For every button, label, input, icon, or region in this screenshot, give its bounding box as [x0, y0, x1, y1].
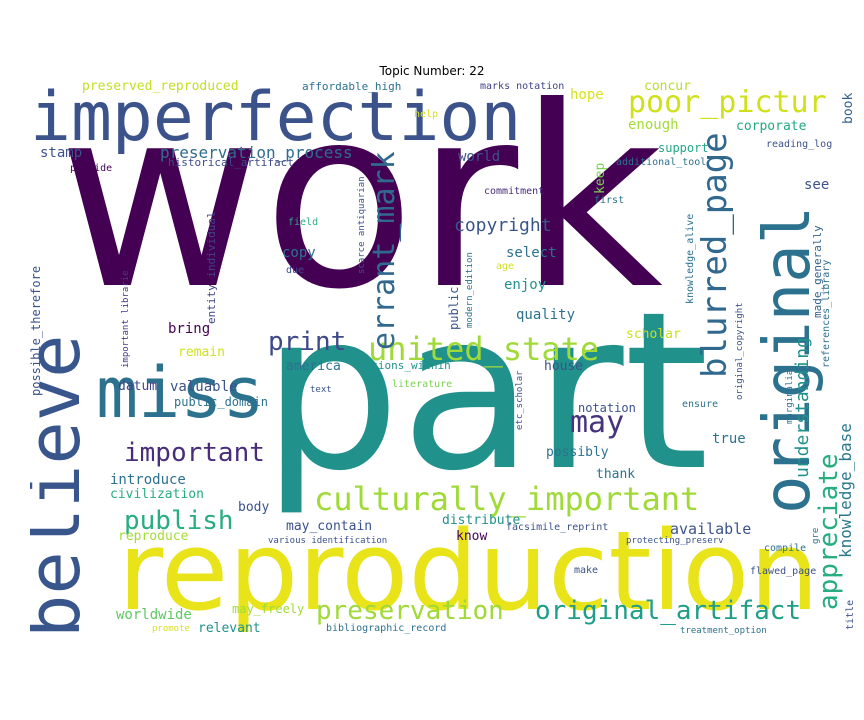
- word-worldwide: worldwide: [116, 607, 192, 623]
- word-knowledge-base: knowledge_base: [836, 423, 855, 558]
- word-relevant: relevant: [198, 621, 261, 636]
- word-copyright: copyright: [454, 215, 552, 236]
- word-important-librarie: important librarie: [121, 270, 131, 368]
- word-field: field: [288, 217, 319, 228]
- word-provide: provide: [70, 163, 113, 174]
- word-know: know: [456, 529, 488, 544]
- word-public: public: [447, 286, 461, 330]
- word-part: part: [262, 266, 710, 519]
- word-notation: notation: [578, 401, 636, 415]
- word-marks-notation: marks notation: [480, 81, 565, 92]
- word-promote: promote: [152, 624, 190, 634]
- word-america: america: [286, 359, 341, 374]
- word-culturally-important: culturally_important: [314, 480, 700, 518]
- word-public-domain: public_domain: [174, 395, 268, 409]
- word-bibliographic-record: bibliographic_record: [326, 623, 447, 634]
- word-affordable-high: affordable_high: [302, 80, 402, 93]
- word-see: see: [804, 177, 830, 193]
- word-may-freely: may_freely: [232, 602, 305, 616]
- word-first: first: [594, 195, 625, 206]
- word-scarce-antiquarian: scarce antiquarian: [357, 176, 367, 274]
- word-quality: quality: [516, 307, 576, 323]
- word-possibly: possibly: [546, 445, 609, 460]
- word-corporate: corporate: [736, 119, 807, 134]
- word-compile: compile: [764, 543, 807, 554]
- word-body: body: [238, 500, 270, 515]
- word-nations-within: nations_within: [358, 359, 451, 372]
- word-bring: bring: [168, 321, 211, 337]
- word-possible-therefore: possible_therefore: [30, 265, 43, 396]
- word-knowledge-alive: knowledge_alive: [685, 213, 696, 304]
- word-errant-mark: errant_mark: [367, 151, 402, 350]
- word-references-library: references_library: [821, 259, 832, 368]
- word-house: house: [544, 359, 584, 374]
- word-reproduction: reproduction: [118, 507, 820, 635]
- word-introduce: introduce: [110, 472, 186, 488]
- word-enough: enough: [628, 117, 679, 133]
- word-preserved-reproduced: preserved_reproduced: [82, 79, 239, 94]
- word-commitment: commitment: [484, 186, 545, 197]
- word-print: print: [268, 327, 347, 357]
- word-hope: hope: [570, 87, 604, 103]
- word-miss: miss: [96, 352, 265, 434]
- word-poor-pictur: poor_pictur: [628, 85, 827, 120]
- word-age: age: [496, 261, 515, 272]
- word-remain: remain: [178, 345, 225, 360]
- word-preservation-process: preservation_process: [160, 143, 353, 162]
- word-understanding: understanding: [792, 337, 813, 478]
- word-reading-log: reading_log: [766, 139, 833, 150]
- word-may-contain: may_contain: [286, 519, 373, 534]
- word-cloud: work part reproduction imperfection beli…: [30, 78, 860, 640]
- word-thank: thank: [596, 467, 636, 482]
- word-gre: gre: [811, 527, 821, 544]
- word-make: make: [574, 565, 599, 576]
- word-title: title: [845, 599, 856, 630]
- word-scholar: scholar: [626, 327, 681, 342]
- word-protecting-preserv: protecting_preserv: [626, 536, 724, 546]
- word-civilization: civilization: [110, 487, 204, 502]
- word-true: true: [712, 431, 746, 447]
- cloud-title: Topic Number: 22: [379, 64, 485, 78]
- word-entity-individual: entity individual: [205, 211, 218, 324]
- word-preservation: preservation: [316, 596, 504, 626]
- word-datum: datum: [118, 379, 158, 394]
- word-original-artifact: original_artifact: [535, 596, 802, 626]
- word-marginalia: marginalia: [785, 369, 795, 424]
- word-important: important: [124, 438, 265, 468]
- word-help: help: [414, 109, 439, 120]
- word-treatment-option: treatment_option: [680, 626, 767, 636]
- word-copy: copy: [282, 245, 316, 261]
- word-imperfection: imperfection: [30, 78, 522, 157]
- word-book: book: [841, 92, 856, 124]
- word-etc-scholar: etc_scholar: [515, 370, 525, 430]
- word-blurred-page: blurred_page: [695, 132, 735, 378]
- word-distribute: distribute: [442, 513, 521, 528]
- word-modern-edition: modern_edition: [465, 252, 475, 328]
- word-various-identification: various identification: [268, 536, 388, 546]
- word-world: world: [458, 149, 501, 165]
- word-additional-tool: additional_tool: [616, 157, 707, 168]
- word-flawed-page: flawed_page: [750, 566, 817, 577]
- word-publish: publish: [124, 506, 234, 536]
- word-select: select: [506, 245, 557, 261]
- word-enjoy: enjoy: [504, 277, 547, 293]
- word-valuable: valuable: [170, 379, 238, 395]
- word-due: due: [286, 265, 305, 276]
- word-facsimile-reprint: facsimile_reprint: [506, 522, 609, 533]
- word-stamp: stamp: [40, 145, 83, 161]
- word-original-copyright: original_copyright: [735, 302, 745, 400]
- word-concur: concur: [644, 79, 691, 94]
- word-available: available: [670, 520, 752, 538]
- word-keep: keep: [593, 162, 608, 194]
- word-literature: literature: [392, 379, 453, 390]
- word-historical-artifact: historical_artifact: [168, 156, 294, 169]
- word-may: may: [570, 405, 625, 440]
- word-reproduce: reproduce: [118, 529, 189, 544]
- word-text: text: [310, 385, 332, 395]
- word-work: work: [58, 78, 663, 344]
- word-ensure: ensure: [682, 399, 719, 410]
- word-united-state: united_state: [368, 330, 600, 368]
- word-support: support: [658, 141, 709, 155]
